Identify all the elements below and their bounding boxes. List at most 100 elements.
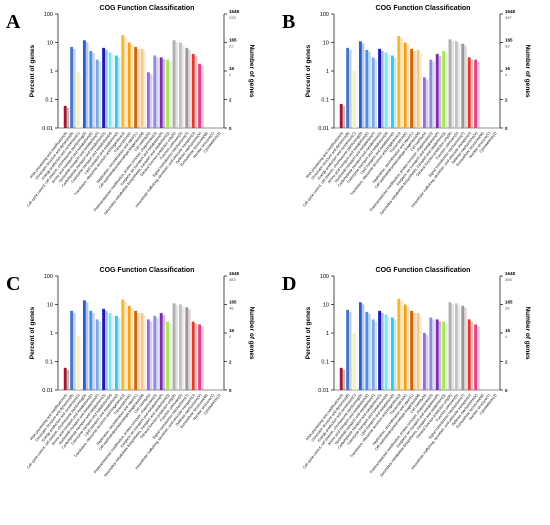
bar: [114, 55, 118, 128]
y2-tick-label: 4: [229, 334, 232, 339]
bar-shadow: [124, 37, 127, 128]
bar-shadow: [188, 49, 191, 128]
bar-shadow: [156, 57, 159, 128]
bar-shadow: [470, 59, 474, 128]
bar-shadow: [445, 53, 448, 129]
bar-shadow: [181, 306, 185, 390]
bar: [95, 59, 99, 129]
bar: [365, 311, 369, 390]
bar-shadow: [169, 323, 172, 390]
bar: [114, 315, 118, 390]
bar-shadow: [368, 51, 371, 128]
panel-letter: A: [6, 11, 21, 33]
chart-title: COG Function Classification: [100, 267, 195, 274]
bar-shadow: [66, 107, 70, 128]
y-tick-label: 10: [47, 303, 53, 309]
bar: [429, 317, 433, 390]
bar: [422, 333, 426, 390]
bar-shadow: [85, 302, 89, 390]
bar-shadow: [156, 317, 159, 390]
y2-tick-label: 2: [229, 98, 232, 103]
bar: [134, 310, 138, 390]
panel-a: A COG Function Classification 100 10 1 0.1 0.0…: [0, 0, 272, 260]
bar-shadow: [393, 57, 397, 128]
bar-shadow: [457, 43, 461, 129]
panel-letter: C: [6, 273, 20, 295]
bar-shadow: [105, 310, 108, 390]
bar: [63, 105, 67, 128]
bar-shadow: [432, 319, 435, 390]
bar: [474, 59, 478, 129]
bar: [191, 321, 195, 390]
bar: [346, 47, 350, 128]
bar: [384, 314, 388, 390]
bar: [82, 300, 86, 390]
y-tick-label: 100: [320, 12, 329, 18]
chart-svg: A COG Function Classification 100 10 1 0.1 0.0…: [6, 5, 255, 215]
y2-tick-label: 16: [505, 66, 511, 71]
bar-shadow: [117, 317, 121, 390]
bar-shadow: [124, 301, 127, 390]
y-tick-label: 0.01: [318, 126, 329, 132]
bar-shadow: [457, 305, 461, 390]
bar: [146, 319, 150, 390]
bar-shadow: [66, 369, 70, 390]
bar-shadow: [477, 61, 480, 128]
y2-tick-label: 165: [229, 38, 237, 43]
bar: [403, 42, 407, 128]
bar: [467, 319, 471, 390]
y2-tick-label: 0: [229, 126, 232, 131]
bar: [146, 72, 150, 128]
bar-shadow: [181, 44, 185, 128]
y-tick-label: 1: [326, 69, 329, 75]
y2-tick-label: 16: [229, 66, 235, 71]
bar-shadow: [381, 50, 384, 128]
bar: [467, 57, 471, 129]
bar: [134, 46, 138, 129]
bar-shadow: [419, 315, 423, 390]
bar: [403, 304, 407, 390]
bar-shadow: [374, 59, 378, 128]
y2-tick-label: 483: [229, 277, 236, 282]
bar-shadow: [400, 37, 403, 128]
bar-shadow: [98, 61, 102, 128]
bar-shadow: [349, 311, 352, 390]
y2-tick-label: 2: [505, 360, 508, 365]
bar-shadow: [143, 315, 147, 390]
y2-tick-label: 165: [505, 38, 513, 43]
bar: [159, 313, 163, 390]
bar-shadow: [194, 55, 198, 128]
y-tick-label: 10: [323, 41, 329, 47]
bar: [435, 53, 439, 128]
bar: [63, 367, 67, 390]
bar-shadow: [79, 74, 83, 128]
bar-shadow: [105, 49, 108, 128]
bar-shadow: [374, 321, 378, 390]
bar-shadow: [387, 54, 391, 128]
bar: [442, 321, 446, 390]
bar-shadow: [361, 43, 365, 129]
y2-tick-label: 1648: [229, 9, 240, 14]
panel-d: D COG Function Classification 100 10 1 0.1 0.0…: [276, 262, 548, 522]
bar-shadow: [406, 306, 410, 390]
bar-shadow: [162, 59, 166, 128]
chart-svg: B COG Function Classification 100 10 1 0.1 0.0…: [282, 5, 531, 215]
y2-tick-label: 1648: [229, 271, 240, 276]
bar-shadow: [73, 48, 76, 128]
y-tick-label: 100: [44, 12, 53, 18]
bar: [159, 57, 163, 129]
y-tick-label: 10: [323, 303, 329, 309]
bar: [140, 313, 144, 390]
y-tick-label: 0.1: [45, 360, 53, 366]
y2-tick-label: 0: [505, 126, 508, 131]
bar: [178, 42, 182, 128]
bar-shadow: [92, 53, 95, 129]
y2-tick-label: 2: [229, 360, 232, 365]
bar-shadow: [175, 305, 179, 390]
bar: [358, 41, 362, 128]
y2-tick-label: 2: [505, 98, 508, 103]
bar-shadow: [194, 323, 198, 390]
y-tick-label: 0.1: [321, 360, 329, 366]
bar: [390, 317, 394, 390]
bar-shadow: [73, 312, 76, 390]
